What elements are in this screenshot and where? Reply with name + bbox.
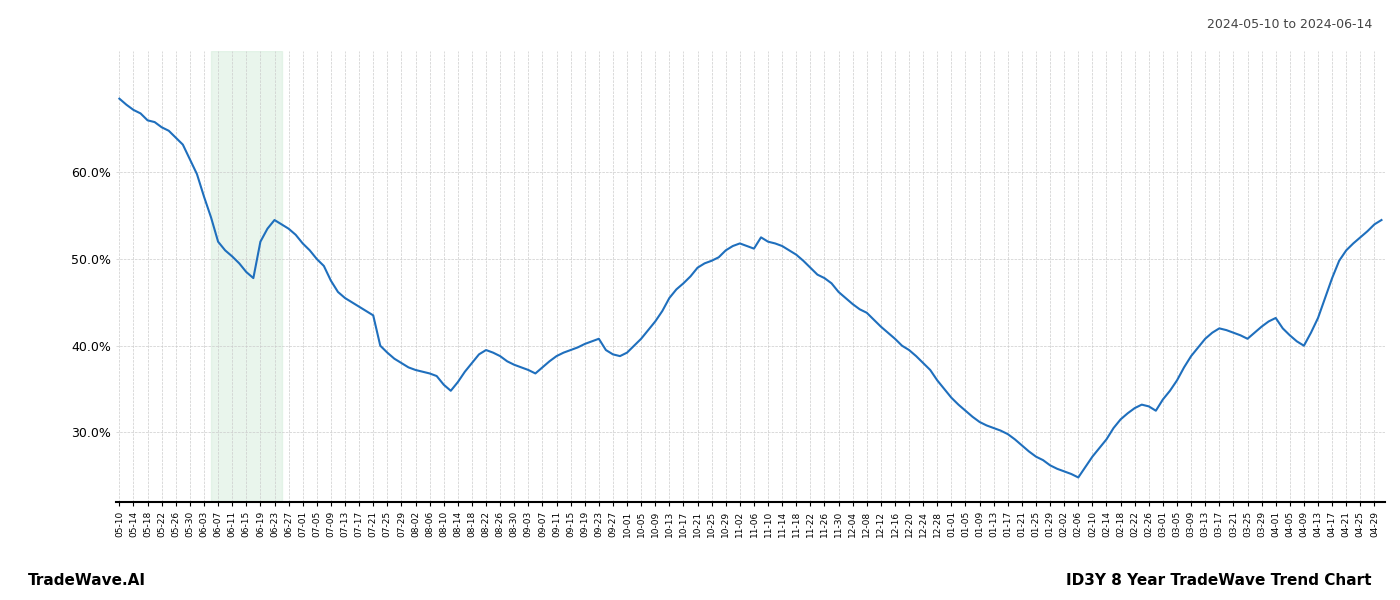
Bar [211, 51, 281, 502]
Text: TradeWave.AI: TradeWave.AI [28, 573, 146, 588]
Text: ID3Y 8 Year TradeWave Trend Chart: ID3Y 8 Year TradeWave Trend Chart [1067, 573, 1372, 588]
Text: 2024-05-10 to 2024-06-14: 2024-05-10 to 2024-06-14 [1207, 18, 1372, 31]
